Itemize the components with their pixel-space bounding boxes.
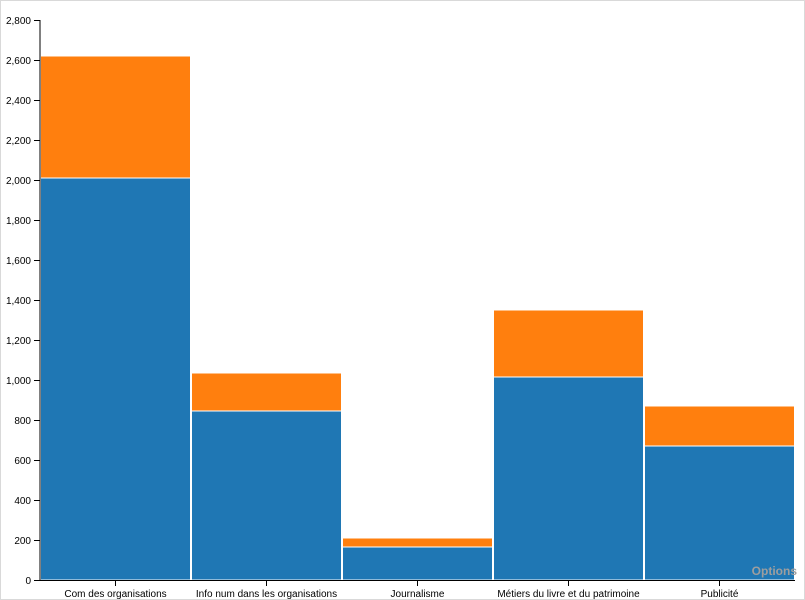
x-tick-label: Info num dans les organisations: [196, 589, 337, 600]
x-tick-label: Publicité: [701, 589, 739, 600]
y-tick-label: 1,000: [6, 376, 31, 387]
bar-segment: [40, 55, 191, 179]
x-tick-label: Métiers du livre et du patrimoine: [497, 589, 640, 600]
bars-layer: [40, 55, 795, 581]
bar-segment: [493, 376, 644, 581]
y-tick-label: 2,600: [6, 56, 31, 67]
y-tick-label: 1,800: [6, 216, 31, 227]
y-tick-label: 200: [14, 536, 31, 547]
y-tick-label: 2,400: [6, 96, 31, 107]
bar-segment: [40, 177, 191, 581]
x-tick-label: Com des organisations: [64, 589, 166, 600]
y-tick-label: 1,400: [6, 296, 31, 307]
bar-segment: [493, 309, 644, 378]
y-tick-label: 1,200: [6, 336, 31, 347]
y-tick-label: 800: [14, 416, 31, 427]
bar-segment: [191, 410, 342, 581]
bar-segment: [644, 445, 795, 581]
bar-segment: [342, 546, 493, 581]
y-tick-label: 2,800: [6, 16, 31, 27]
y-axis: 0 200 400 600 800 1,000 1,200 1,400 1,600 1,800 2,…: [6, 16, 41, 587]
y-tick-label: 600: [14, 456, 31, 467]
y-tick-label: 2,200: [6, 136, 31, 147]
y-tick-label: 400: [14, 496, 31, 507]
y-tick-label: 0: [25, 576, 31, 587]
y-tick-label: 1,600: [6, 256, 31, 267]
bar-segment: [191, 372, 342, 412]
options-button[interactable]: Options: [751, 564, 797, 578]
bar-segment: [644, 405, 795, 447]
x-tick-label: Journalisme: [391, 589, 445, 600]
y-tick-label: 2,000: [6, 176, 31, 187]
x-axis: Com des organisations Info num dans les o…: [40, 580, 795, 600]
bar-segment: [342, 537, 493, 548]
